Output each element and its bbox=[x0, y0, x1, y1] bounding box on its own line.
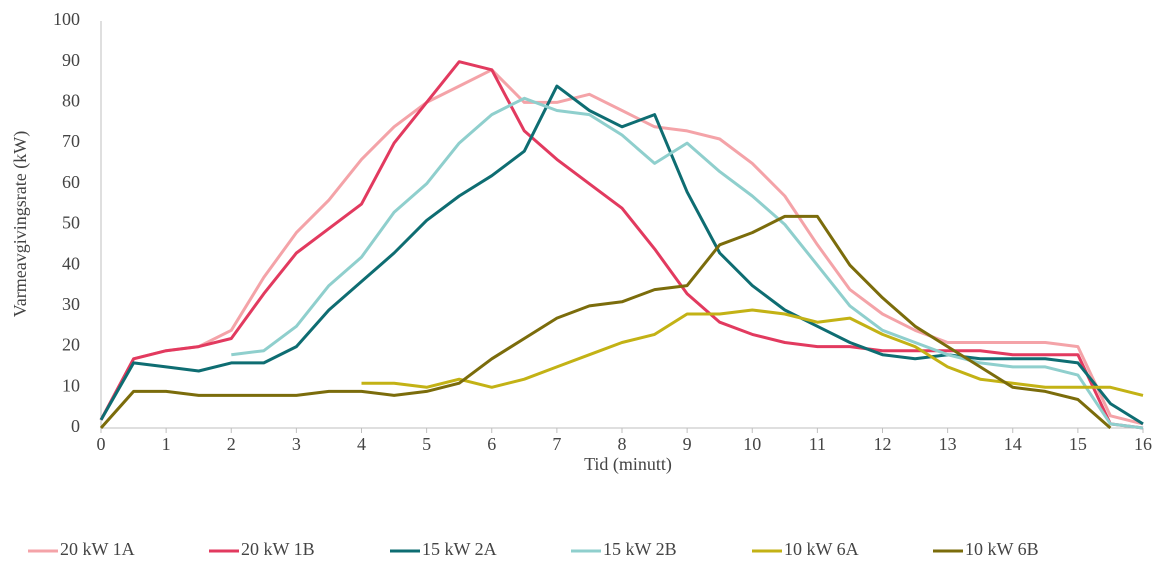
y-tick-label: 90 bbox=[62, 50, 80, 70]
x-tick-label: 11 bbox=[809, 434, 826, 454]
x-tick-label: 16 bbox=[1134, 434, 1152, 454]
x-tick-label: 1 bbox=[162, 434, 171, 454]
x-tick-label: 5 bbox=[422, 434, 431, 454]
x-tick-label: 3 bbox=[292, 434, 301, 454]
x-tick-label: 10 bbox=[743, 434, 761, 454]
legend-label: 20 kW 1A bbox=[60, 539, 135, 559]
legend-label: 15 kW 2A bbox=[422, 539, 497, 559]
x-tick-label: 2 bbox=[227, 434, 236, 454]
x-tick-label: 0 bbox=[97, 434, 106, 454]
x-tick-label: 7 bbox=[552, 434, 561, 454]
y-tick-label: 80 bbox=[62, 91, 80, 111]
x-tick-label: 14 bbox=[1004, 434, 1022, 454]
series-line bbox=[99, 214, 1112, 430]
y-tick-label: 0 bbox=[71, 416, 80, 436]
y-tick-label: 20 bbox=[62, 335, 80, 355]
y-tick-label: 50 bbox=[62, 213, 80, 233]
x-tick-label: 4 bbox=[357, 434, 366, 454]
series-line bbox=[231, 96, 1144, 430]
y-tick-label: 40 bbox=[62, 253, 80, 273]
y-axis-label: Varmeavgivingsrate (kW) bbox=[10, 131, 31, 317]
y-tick-label: 70 bbox=[62, 131, 80, 151]
series-line bbox=[99, 68, 1144, 426]
legend-label: 10 kW 6A bbox=[784, 539, 859, 559]
x-tick-label: 8 bbox=[618, 434, 627, 454]
x-axis-label: Tid (minutt) bbox=[584, 454, 672, 475]
series-line bbox=[99, 84, 1144, 426]
x-tick-label: 12 bbox=[874, 434, 892, 454]
y-tick-label: 30 bbox=[62, 294, 80, 314]
series-line bbox=[361, 308, 1144, 397]
y-tick-label: 60 bbox=[62, 172, 80, 192]
x-tick-label: 6 bbox=[487, 434, 496, 454]
legend-label: 15 kW 2B bbox=[603, 539, 677, 559]
series-line bbox=[99, 60, 1144, 430]
y-tick-label: 10 bbox=[62, 375, 80, 395]
x-tick-label: 9 bbox=[683, 434, 692, 454]
x-tick-label: 13 bbox=[939, 434, 957, 454]
legend-label: 20 kW 1B bbox=[241, 539, 315, 559]
y-tick-label: 100 bbox=[53, 9, 80, 29]
legend-label: 10 kW 6B bbox=[965, 539, 1039, 559]
x-tick-label: 15 bbox=[1069, 434, 1087, 454]
